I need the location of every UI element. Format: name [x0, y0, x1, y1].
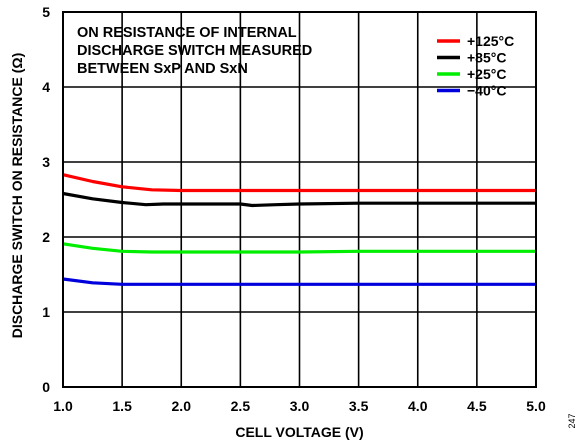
y-axis-label: DISCHARGE SWITCH ON RESISTANCE (Ω)	[9, 53, 25, 339]
y-tick-label: 1	[42, 304, 50, 320]
x-tick-label: 2.0	[172, 398, 192, 414]
x-tick-label: 4.0	[408, 398, 428, 414]
annotation-line-2: DISCHARGE SWITCH MEASURED	[77, 43, 312, 59]
series-line-3	[62, 242, 536, 254]
series-line-4	[62, 277, 536, 286]
x-tick-label: 3.5	[349, 398, 369, 414]
x-tick-label: 3.0	[290, 398, 310, 414]
x-tick-label: 1.0	[53, 398, 73, 414]
grid-lines	[62, 11, 537, 388]
legend-label: +85°C	[467, 50, 506, 66]
y-tick-label: 3	[42, 154, 50, 170]
legend-label: +25°C	[467, 66, 506, 82]
legend-label: +125°C	[467, 33, 514, 49]
y-tick-label: 4	[42, 79, 50, 95]
series-line-1	[62, 173, 536, 193]
x-tick-label: 2.5	[231, 398, 251, 414]
x-tick-label: 4.5	[467, 398, 487, 414]
annotation-line-1: ON RESISTANCE OF INTERNAL	[77, 25, 297, 41]
x-tick-labels: 1.0 1.5 2.0 2.5 3.0 3.5 4.0 4.5 5.0	[53, 398, 546, 414]
y-tick-labels: 0 1 2 3 4 5	[42, 4, 50, 395]
x-tick-label: 5.0	[526, 398, 546, 414]
x-tick-label: 1.5	[112, 398, 132, 414]
series-line-2	[62, 191, 536, 208]
plot-frame	[62, 11, 537, 388]
annotation-line-3: BETWEEN SxP AND SxN	[77, 61, 248, 77]
y-tick-label: 0	[42, 379, 50, 395]
legend: +125°C+85°C+25°C−40°C	[437, 33, 514, 99]
figure-number: 247	[567, 413, 577, 428]
y-tick-label: 5	[42, 4, 50, 20]
x-axis-label: CELL VOLTAGE (V)	[235, 424, 363, 440]
y-tick-label: 2	[42, 229, 50, 245]
series-lines	[62, 173, 536, 286]
legend-label: −40°C	[467, 83, 506, 99]
